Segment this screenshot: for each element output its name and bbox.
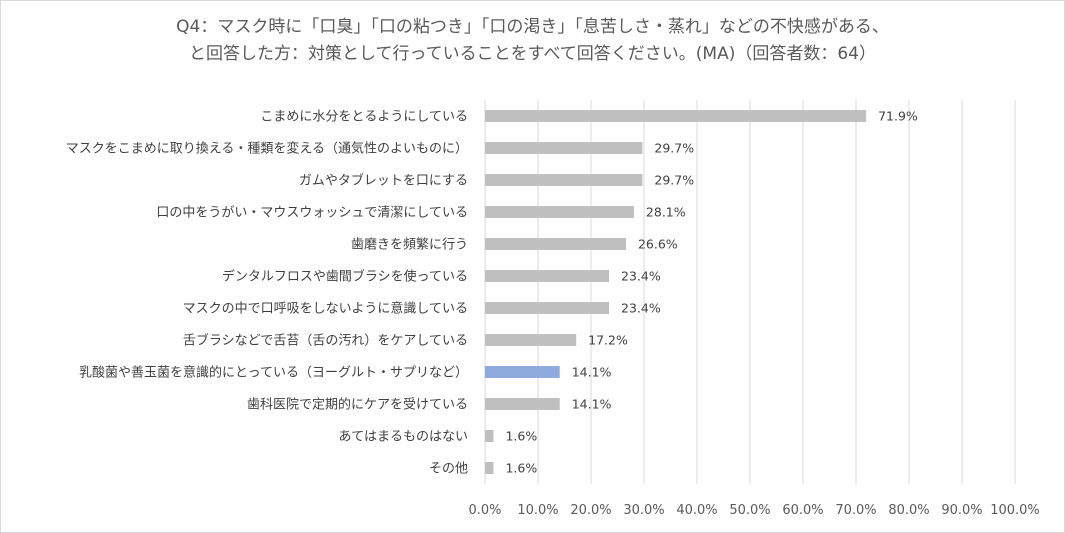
category-label: 歯磨きを頻繁に行う [351, 237, 468, 253]
bar [485, 270, 610, 282]
data-label: 1.6% [505, 461, 537, 476]
x-tick-label: 80.0% [888, 503, 929, 518]
bar [485, 110, 867, 122]
bar [485, 206, 634, 218]
category-label: マスクをこまめに取り換える・種類を変える（通気性のよいものに） [66, 141, 468, 157]
chart-title: Q4：マスク時に「口臭」「口の粘つき」「口の渇き」「息苦しさ・蒸れ」などの不快感… [0, 14, 1065, 68]
chart-title-line1: Q4：マスク時に「口臭」「口の粘つき」「口の渇き」「息苦しさ・蒸れ」などの不快感… [176, 17, 889, 37]
data-label: 1.6% [505, 429, 537, 444]
data-label: 23.4% [621, 269, 661, 284]
x-tick-label: 20.0% [570, 503, 611, 518]
category-label: マスクの中で口呼吸をしないように意識している [183, 301, 468, 317]
bar [485, 302, 610, 314]
x-tick-label: 50.0% [729, 503, 770, 518]
x-tick-label: 70.0% [835, 503, 876, 518]
bar [485, 430, 494, 442]
category-label: 歯科医院で定期的にケアを受けている [247, 397, 468, 413]
data-label: 14.1% [572, 365, 612, 380]
bars [485, 110, 867, 474]
bar [485, 238, 626, 250]
data-label: 28.1% [646, 205, 686, 220]
chart-title-line2: と回答した方：対策として行っていることをすべて回答ください。(MA)（回答者数：… [189, 44, 876, 64]
data-label: 71.9% [878, 109, 918, 124]
x-tick-label: 90.0% [941, 503, 982, 518]
x-axis-tick-labels: 0.0% 10.0% 20.0% 30.0% 40.0% 50.0% 60.0% 70.0% 8… [468, 503, 1039, 518]
x-tick-label: 60.0% [782, 503, 823, 518]
x-tick-label: 30.0% [623, 503, 664, 518]
category-label: その他 [429, 462, 468, 477]
x-tick-label: 0.0% [468, 503, 501, 518]
x-tick-label: 40.0% [676, 503, 717, 518]
category-label: デンタルフロスや歯間ブラシを使っている [222, 269, 468, 285]
data-label: 29.7% [654, 141, 694, 156]
bar [485, 334, 577, 346]
value-labels: 71.9% 29.7% 29.7% 28.1% 26.6% 23.4% 23.4% 17.2%… [505, 109, 917, 476]
category-label: 口の中をうがい・マウスウォッシュで清潔にしている [156, 206, 468, 221]
category-label: あてはまるものはない [339, 430, 468, 445]
data-label: 14.1% [572, 397, 612, 412]
grid-lines [484, 100, 1016, 484]
x-tick-label: 100.0% [990, 503, 1040, 518]
bar [485, 462, 494, 474]
category-label: 乳酸菌や善玉菌を意識的にとっている（ヨーグルト・サプリなど） [79, 365, 468, 381]
bar [485, 142, 643, 154]
bar [485, 366, 560, 378]
category-labels: こまめに水分をとるようにしているマスクをこまめに取り換える・種類を変える（通気性… [66, 110, 468, 477]
category-label: 舌ブラシなどで舌苔（舌の汚れ）をケアしている [183, 333, 468, 349]
data-label: 17.2% [588, 333, 628, 348]
data-label: 23.4% [621, 301, 661, 316]
category-label: こまめに水分をとるようにしている [260, 110, 468, 125]
bar [485, 174, 643, 186]
category-label: ガムやタブレットを口にする [299, 173, 468, 189]
data-label: 29.7% [654, 173, 694, 188]
x-tick-label: 10.0% [517, 503, 558, 518]
data-label: 26.6% [638, 237, 678, 252]
bar [485, 398, 560, 410]
